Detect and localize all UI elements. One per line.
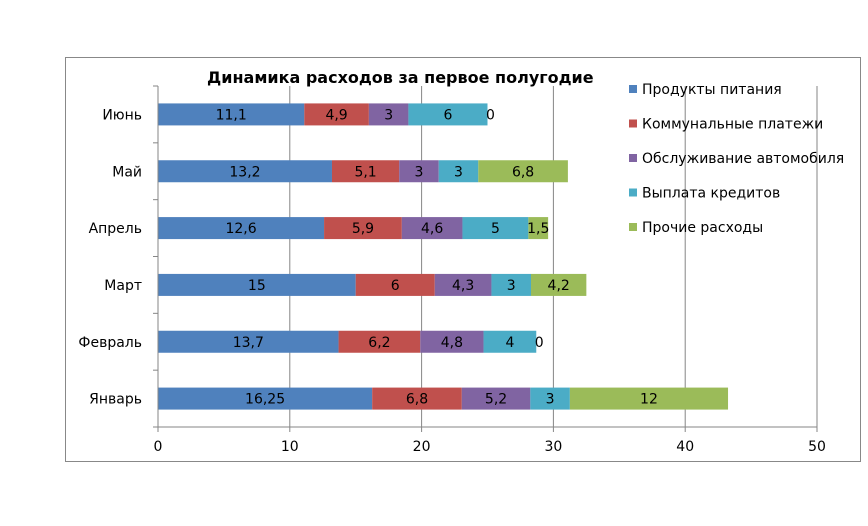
data-label: 13,7 (233, 335, 264, 351)
data-label: 6,8 (512, 164, 534, 180)
data-label: 4,3 (452, 278, 474, 294)
legend-swatch (629, 119, 637, 128)
chart-frame: 16,25 6,8 5,2 3 12 13,7 6,2 4,8 4 0 15 6 4,3 3 4,2 12,6… (65, 57, 861, 462)
data-label: 5,2 (485, 392, 507, 408)
bar-segment (338, 330, 421, 353)
category-label: Февраль (78, 335, 142, 351)
data-label: 13,2 (229, 164, 260, 180)
bar-segment (158, 387, 373, 410)
bar-segment (401, 217, 463, 240)
data-label: 6 (443, 107, 452, 123)
bar-segment (158, 273, 356, 296)
data-label: 4 (505, 335, 514, 351)
legend-label: Обслуживание автомобиля (642, 151, 844, 167)
chart-title: Динамика расходов за первое полугодие (207, 68, 594, 87)
data-label: 4,9 (325, 107, 347, 123)
data-label: 6,2 (368, 335, 390, 351)
bar-segment (434, 273, 492, 296)
data-label: 4,6 (421, 221, 443, 237)
x-tick-label: 20 (413, 439, 431, 455)
data-label: 15 (248, 278, 266, 294)
x-tick-label: 0 (154, 439, 163, 455)
bar-segment (355, 273, 435, 296)
data-label: 4,2 (548, 278, 570, 294)
bar-segment (408, 103, 488, 126)
category-label: Март (104, 278, 142, 294)
legend-label: Продукты питания (642, 82, 782, 98)
data-label: 5 (491, 221, 500, 237)
data-label: 3 (415, 164, 424, 180)
category-label: Апрель (89, 221, 142, 237)
bar-segment (478, 160, 568, 183)
x-tick-label: 30 (544, 439, 562, 455)
data-label: 16,25 (245, 392, 285, 408)
category-label: Июнь (102, 107, 142, 123)
bar-segment (530, 387, 570, 410)
legend-swatch (629, 223, 637, 231)
data-label: 3 (507, 278, 516, 294)
data-label: 5,1 (354, 164, 376, 180)
legend-swatch (629, 154, 637, 162)
data-label: 6,8 (406, 392, 428, 408)
data-label: 4,8 (441, 335, 463, 351)
bar-segment (491, 273, 531, 296)
data-label: 3 (454, 164, 463, 180)
bar-segment (372, 387, 462, 410)
bar-segment (368, 103, 409, 126)
legend-label: Выплата кредитов (642, 186, 780, 202)
bar-segment (331, 160, 400, 183)
bar-segment (462, 217, 529, 240)
bar-segment (158, 160, 332, 183)
data-label: 12,6 (225, 221, 256, 237)
bar-segment (569, 387, 729, 410)
bar-segment (438, 160, 479, 183)
bar-segment (158, 103, 305, 126)
data-label: 0 (535, 335, 544, 351)
bar-segment (461, 387, 531, 410)
bar-segment (158, 217, 325, 240)
category-label: Январь (89, 392, 142, 408)
bar-segment (158, 330, 339, 353)
data-label: 11,1 (216, 107, 247, 123)
x-tick-label: 40 (676, 439, 694, 455)
bar-segment (483, 330, 537, 353)
bar-segment (420, 330, 484, 353)
data-label: 5,9 (352, 221, 374, 237)
bar-segment (324, 217, 402, 240)
legend-swatch (629, 85, 637, 93)
data-label: 12 (640, 392, 658, 408)
bar-segment (530, 273, 587, 296)
x-tick-label: 10 (281, 439, 299, 455)
bar-segment (304, 103, 369, 126)
legend-label: Коммунальные платежи (642, 117, 823, 133)
data-label: 6 (391, 278, 400, 294)
category-label: Май (112, 164, 142, 180)
legend-label: Прочие расходы (642, 220, 763, 236)
data-label: 3 (384, 107, 393, 123)
x-tick-label: 50 (808, 439, 826, 455)
legend-swatch (629, 188, 637, 197)
data-label: 3 (546, 392, 555, 408)
data-label: 0 (486, 107, 495, 123)
bar-segment (528, 217, 549, 240)
bar-segment (399, 160, 439, 183)
data-label: 1,5 (527, 221, 549, 237)
